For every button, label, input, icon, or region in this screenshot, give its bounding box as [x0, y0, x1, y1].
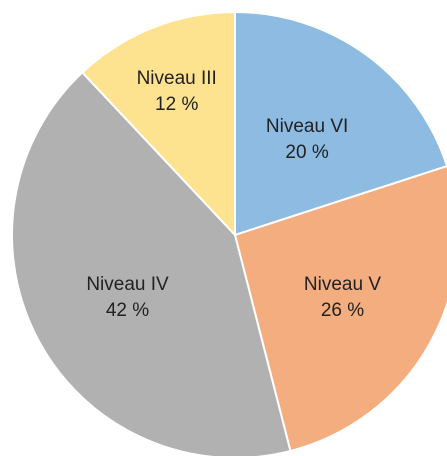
- slice-category: Niveau IV: [86, 274, 169, 295]
- pie-slice: [233, 165, 447, 453]
- slice-label: Niveau III 12 %: [137, 68, 217, 115]
- slice-category: Niveau VI: [266, 116, 348, 137]
- slice-value: 12 %: [155, 94, 198, 115]
- pie-slice: [234, 10, 447, 237]
- slice-category: Niveau V: [304, 274, 381, 295]
- pie-slice: [80, 10, 236, 238]
- slice-label: Niveau V 26 %: [304, 274, 381, 321]
- slice-category: Niveau III: [137, 68, 217, 89]
- slice-label: Niveau VI 20 %: [266, 116, 348, 163]
- slice-value: 20 %: [285, 142, 328, 163]
- slice-value: 42 %: [106, 300, 149, 321]
- pie-slice: [11, 71, 292, 456]
- slice-value: 26 %: [321, 300, 364, 321]
- slice-label: Niveau IV 42 %: [86, 274, 169, 321]
